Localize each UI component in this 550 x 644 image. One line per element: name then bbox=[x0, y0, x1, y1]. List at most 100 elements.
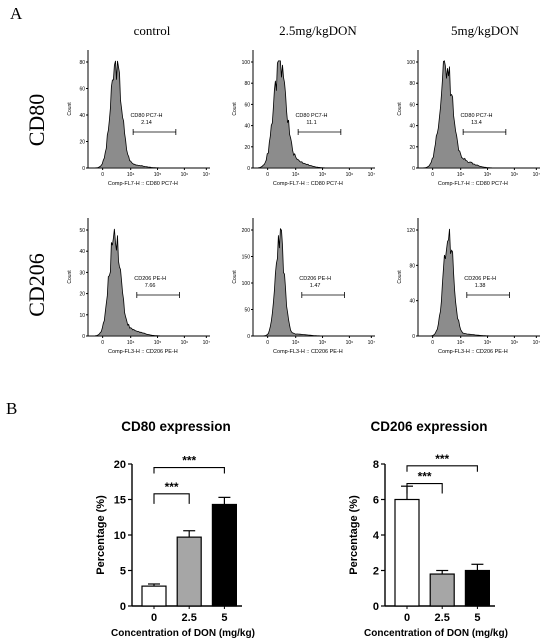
x-tick-label: 10⁶ bbox=[181, 172, 189, 178]
x-tick-label: 10⁵ bbox=[154, 340, 162, 346]
x-axis-label: Concentration of DON (mg/kg) bbox=[111, 628, 255, 639]
column-header-5: 5mg/kgDON bbox=[451, 23, 520, 38]
y-tick-label: 120 bbox=[407, 228, 416, 234]
row-label-cd80: CD80 bbox=[24, 94, 49, 147]
x-tick-label: 0 bbox=[431, 172, 434, 178]
gate-label: CD206 PE-H bbox=[464, 276, 496, 282]
y-tick-label: 5 bbox=[120, 566, 126, 578]
bar-chart-1: CD206 expression 0 2 4 6 8 Percentage (%) Conce… bbox=[348, 419, 508, 639]
y-tick-label: 0 bbox=[120, 601, 126, 613]
y-tick-label: 80 bbox=[409, 263, 415, 269]
significance-bracket bbox=[153, 493, 190, 504]
bar-5 bbox=[211, 503, 237, 607]
y-axis-label: Count bbox=[232, 270, 238, 284]
x-axis-label: Comp-FL7-H :: CD80 PC7-H bbox=[438, 181, 508, 187]
x-tick-label: 10⁶ bbox=[511, 340, 519, 346]
y-tick-label: 80 bbox=[409, 81, 415, 87]
x-tick-label: 10⁶ bbox=[346, 340, 354, 346]
y-tick-label: 150 bbox=[242, 255, 251, 261]
panel-label-b: B bbox=[6, 399, 17, 418]
gate-value: 1.47 bbox=[310, 283, 321, 289]
x-tick-label: 0 bbox=[101, 172, 104, 178]
histogram bbox=[253, 60, 375, 169]
x-tick-label: 10⁵ bbox=[484, 340, 492, 346]
gate-label: CD80 PC7-H bbox=[460, 113, 492, 119]
y-tick-label: 0 bbox=[373, 601, 379, 613]
x-tick-label: 0 bbox=[431, 340, 434, 346]
x-tick-label: 10⁵ bbox=[319, 172, 327, 178]
gate-value: 13.4 bbox=[471, 120, 482, 126]
panel-label-a: A bbox=[10, 4, 23, 23]
gate-label: CD206 PE-H bbox=[134, 276, 166, 282]
x-tick-label: 0 bbox=[266, 340, 269, 346]
significance-bracket bbox=[406, 482, 443, 494]
x-tick-label: 10⁵ bbox=[154, 172, 162, 178]
x-axis-label: Concentration of DON (mg/kg) bbox=[364, 628, 508, 639]
x-tick-label: 2.5 bbox=[182, 612, 197, 624]
y-tick-label: 20 bbox=[79, 140, 85, 146]
x-tick-label: 10⁴ bbox=[292, 172, 300, 178]
gate-label: CD206 PE-H bbox=[299, 276, 331, 282]
flow-panel-cd80-1: 0 20 40 60 80 100 0 10⁴ 10⁵ 10⁶ 10⁷ Count Comp-FL7-H… bbox=[232, 50, 375, 187]
y-tick-label: 15 bbox=[114, 495, 126, 507]
y-tick-label: 100 bbox=[407, 60, 416, 66]
significance-label: *** bbox=[165, 480, 179, 494]
y-axis-label: Percentage (%) bbox=[348, 495, 360, 575]
y-tick-label: 200 bbox=[242, 228, 251, 234]
x-tick-label: 10⁶ bbox=[511, 172, 519, 178]
y-tick-label: 2 bbox=[373, 566, 379, 578]
x-tick-label: 10⁷ bbox=[368, 340, 376, 346]
y-tick-label: 80 bbox=[244, 81, 250, 87]
gate-value: 1.38 bbox=[475, 283, 486, 289]
x-axis-label: Comp-FL3-H :: CD206 PE-H bbox=[438, 349, 508, 355]
bar-5 bbox=[464, 569, 490, 607]
column-header-control: control bbox=[134, 23, 171, 38]
x-tick-label: 10⁷ bbox=[533, 340, 541, 346]
gate-label: CD80 PC7-H bbox=[295, 113, 327, 119]
x-tick-label: 5 bbox=[474, 612, 480, 624]
y-tick-label: 40 bbox=[244, 124, 250, 130]
y-tick-label: 0 bbox=[247, 334, 250, 340]
y-tick-label: 0 bbox=[82, 334, 85, 340]
x-tick-label: 0 bbox=[404, 612, 410, 624]
flow-panel-cd206-1: 0 50 100 150 200 0 10⁴ 10⁵ 10⁶ 10⁷ Count Comp-FL3-H… bbox=[232, 218, 375, 355]
row-label-cd206: CD206 bbox=[24, 253, 49, 317]
y-tick-label: 6 bbox=[373, 495, 379, 507]
y-tick-label: 10 bbox=[114, 530, 126, 542]
x-tick-label: 10⁵ bbox=[319, 340, 327, 346]
x-tick-label: 10⁶ bbox=[181, 340, 189, 346]
x-tick-label: 10⁷ bbox=[203, 340, 211, 346]
significance-bracket bbox=[406, 465, 478, 472]
y-tick-label: 0 bbox=[247, 166, 250, 172]
x-tick-label: 10⁴ bbox=[127, 340, 135, 346]
x-tick-label: 10⁴ bbox=[457, 172, 465, 178]
significance-label: *** bbox=[418, 470, 432, 484]
y-tick-label: 60 bbox=[79, 87, 85, 93]
bar-0 bbox=[394, 498, 420, 607]
x-axis-label: Comp-FL3-H :: CD206 PE-H bbox=[273, 349, 343, 355]
y-tick-label: 0 bbox=[412, 334, 415, 340]
y-tick-label: 60 bbox=[244, 102, 250, 108]
significance-label: *** bbox=[182, 454, 196, 468]
y-axis-label: Count bbox=[67, 270, 73, 284]
histogram bbox=[88, 60, 210, 169]
significance-bracket bbox=[153, 467, 225, 474]
y-tick-label: 60 bbox=[409, 102, 415, 108]
flow-panel-cd80-2: 0 20 40 60 80 100 0 10⁴ 10⁵ 10⁶ 10⁷ Count Comp-FL7-H… bbox=[397, 50, 540, 187]
x-tick-label: 10⁶ bbox=[346, 172, 354, 178]
histogram bbox=[418, 60, 540, 169]
y-tick-label: 40 bbox=[79, 249, 85, 255]
y-tick-label: 10 bbox=[79, 313, 85, 319]
bar-2.5 bbox=[176, 536, 202, 607]
x-tick-label: 0 bbox=[151, 612, 157, 624]
y-tick-label: 40 bbox=[79, 113, 85, 119]
x-tick-label: 10⁴ bbox=[127, 172, 135, 178]
bar-chart-0: CD80 expression 0 5 10 15 20 Percentage (%) Con… bbox=[95, 419, 255, 639]
x-axis-label: Comp-FL7-H :: CD80 PC7-H bbox=[108, 181, 178, 187]
x-tick-label: 10⁷ bbox=[368, 172, 376, 178]
y-tick-label: 4 bbox=[373, 530, 380, 542]
y-axis-label: Count bbox=[397, 270, 403, 284]
x-tick-label: 10⁵ bbox=[484, 172, 492, 178]
